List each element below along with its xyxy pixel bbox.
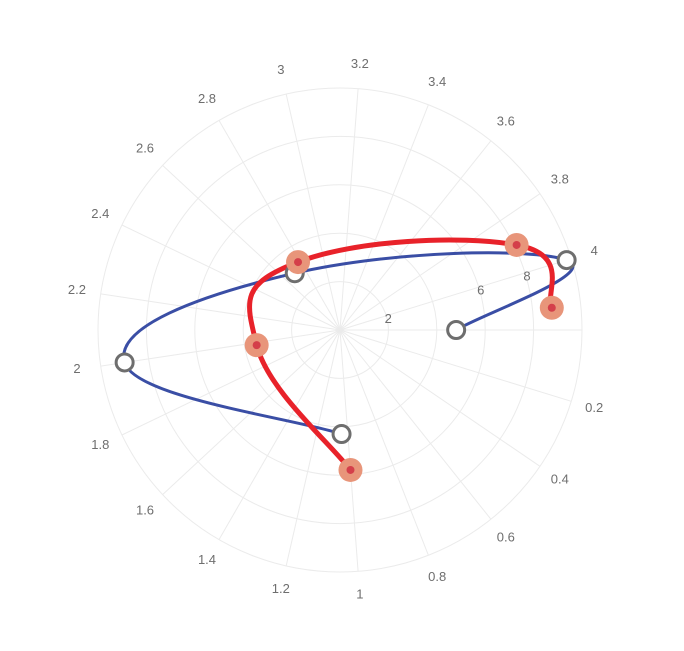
series-1-line xyxy=(122,251,575,436)
series-2-point xyxy=(539,295,564,320)
grid-spoke xyxy=(339,140,492,331)
series-1-point xyxy=(331,424,352,445)
point-center xyxy=(294,258,303,267)
point-center xyxy=(512,240,521,249)
point-center xyxy=(346,465,355,474)
series-2-point xyxy=(338,457,363,482)
angle-tick-label: 2.6 xyxy=(136,141,154,156)
grid-spoke xyxy=(100,329,341,367)
angle-axis-labels: 0.2 0.4 0.6 0.8 1 1.2 1.4 1.6 1.8 2 2.2 2.4 2.6 2.8 3 3… xyxy=(68,56,603,602)
angle-tick-label: 0.4 xyxy=(551,471,569,486)
series-1-point xyxy=(114,352,135,373)
point-center xyxy=(547,303,556,312)
angle-tick-label: 1.8 xyxy=(91,437,109,452)
angle-tick-label: 3 xyxy=(277,62,284,77)
series-points xyxy=(114,232,577,482)
grid-spoke xyxy=(339,88,359,331)
angle-tick-label: 1.2 xyxy=(272,581,290,596)
grid-spoke xyxy=(339,329,541,467)
grid-spoke xyxy=(100,293,341,331)
angle-tick-label: 3.8 xyxy=(551,172,569,187)
series-2-point xyxy=(504,232,529,257)
grid-spoke xyxy=(218,329,341,540)
grid-spoke xyxy=(162,165,341,331)
grid-spoke xyxy=(339,329,429,556)
point-center xyxy=(252,341,261,350)
angle-tick-label: 2.4 xyxy=(91,206,109,221)
series-1-point xyxy=(446,320,467,340)
angle-tick-label: 0.2 xyxy=(585,400,603,415)
grid-spoke xyxy=(339,104,429,331)
angle-tick-label: 0.6 xyxy=(497,529,515,544)
angle-tick-label: 1 xyxy=(356,587,363,602)
angle-tick-label: 4 xyxy=(591,243,598,258)
series-2-point xyxy=(244,333,269,358)
angle-tick-label: 1.4 xyxy=(198,552,216,567)
angle-tick-label: 3.6 xyxy=(497,113,515,128)
grid-spoke xyxy=(339,193,541,331)
grid-spoke xyxy=(121,224,341,331)
grid-spoke xyxy=(339,329,359,572)
angle-tick-label: 0.8 xyxy=(428,569,446,584)
grid-spoke xyxy=(285,329,341,567)
series-1-point xyxy=(556,250,577,271)
angle-tick-label: 3.2 xyxy=(351,56,369,71)
grid-spoke xyxy=(285,93,341,331)
grid-spoke xyxy=(339,329,572,402)
radius-axis-labels: 2 6 8 xyxy=(385,268,531,326)
grid-spoke xyxy=(121,329,341,436)
angle-tick-label: 3.4 xyxy=(428,74,446,89)
grid-spoke xyxy=(218,120,341,331)
series-2-point xyxy=(286,250,311,275)
polar-grid xyxy=(97,87,583,573)
grid-spoke xyxy=(339,329,492,520)
angle-tick-label: 2.2 xyxy=(68,282,86,297)
grid-spoke xyxy=(339,258,572,331)
angle-tick-label: 2 xyxy=(73,361,80,376)
radius-tick-label: 6 xyxy=(477,283,484,298)
radius-tick-label: 2 xyxy=(385,311,392,326)
radius-tick-label: 8 xyxy=(523,268,530,283)
angle-tick-label: 2.8 xyxy=(198,91,216,106)
angle-tick-label: 1.6 xyxy=(136,502,154,517)
